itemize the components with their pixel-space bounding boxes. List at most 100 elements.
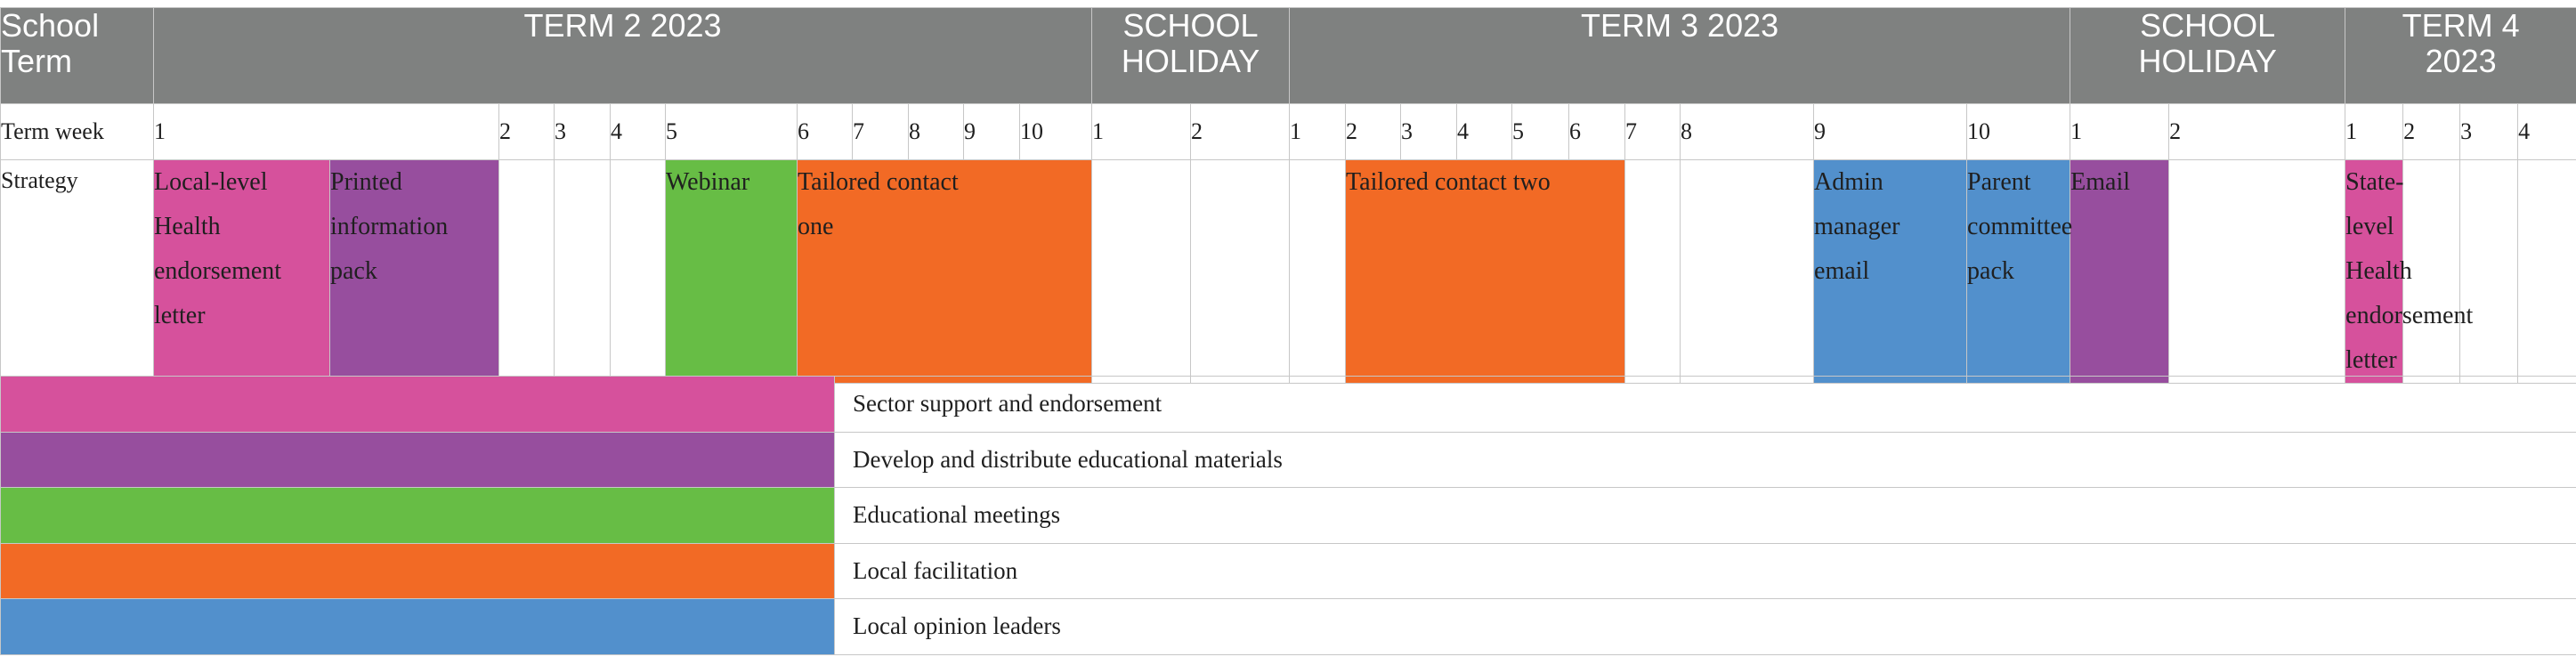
week-cell: 9 xyxy=(1813,103,1968,160)
strategy-text: Printed xyxy=(330,168,402,196)
strategy-parent-committee-pack: Parent committee pack xyxy=(1966,159,2072,384)
week-cell: 2 xyxy=(1345,103,1402,160)
week-cell: 6 xyxy=(797,103,853,160)
empty-cell xyxy=(1680,159,1815,384)
empty-cell xyxy=(2168,159,2346,384)
week-cell: 1 xyxy=(153,103,499,160)
legend-swatch-blue xyxy=(0,598,835,655)
week-cell: 1 xyxy=(1289,103,1347,160)
strategy-text: Health xyxy=(154,213,221,240)
legend-swatch-orange xyxy=(0,542,835,599)
empty-cell xyxy=(554,159,611,384)
holiday1-line1: SCHOOL xyxy=(1122,7,1259,44)
empty-cell xyxy=(1190,159,1291,384)
term4-line2: 2023 xyxy=(2425,43,2497,79)
week-cell: 6 xyxy=(1568,103,1626,160)
week-cell: 5 xyxy=(1511,103,1570,160)
school-term-label-line1: School xyxy=(1,7,100,44)
legend-label: Local facilitation xyxy=(834,542,2576,599)
timeline-table: School Term TERM 2 2023 SCHOOL HOLIDAY TER… xyxy=(0,7,2576,384)
week-cell: 7 xyxy=(852,103,909,160)
legend-label: Local opinion leaders xyxy=(834,598,2576,655)
week-cell: 7 xyxy=(1624,103,1681,160)
week-cell: 10 xyxy=(1966,103,2071,160)
empty-cell xyxy=(498,159,555,384)
week-cell: 1 xyxy=(2345,103,2404,160)
strategy-email: Email xyxy=(2070,159,2170,384)
header-row: School Term TERM 2 2023 SCHOOL HOLIDAY TER… xyxy=(0,7,2576,104)
strategy-text: Tailored contact two xyxy=(1346,168,1551,196)
strategy-admin-manager-email: Admin manager email xyxy=(1813,159,1968,384)
legend-label: Educational meetings xyxy=(834,487,2576,544)
week-cell: 8 xyxy=(908,103,964,160)
legend-swatch-purple xyxy=(0,431,835,488)
holiday2-line1: SCHOOL xyxy=(2140,7,2276,44)
week-cell: 5 xyxy=(665,103,798,160)
week-cell: 3 xyxy=(1400,103,1458,160)
term4-line1: TERM 4 xyxy=(2402,7,2520,44)
strategy-text: information xyxy=(330,213,449,240)
legend-label: Sector support and endorsement xyxy=(834,376,2576,433)
week-cell: 2 xyxy=(498,103,555,160)
empty-cell xyxy=(2517,159,2576,384)
school-holiday-header-2: SCHOOL HOLIDAY xyxy=(2070,7,2346,104)
strategy-text: Health xyxy=(2345,257,2412,285)
week-cell: 3 xyxy=(554,103,611,160)
empty-cell xyxy=(2459,159,2519,384)
week-cell: 4 xyxy=(1456,103,1513,160)
week-cell: 8 xyxy=(1680,103,1815,160)
strategy-local-health-letter: Local-level Health endorsement letter xyxy=(153,159,330,384)
empty-cell xyxy=(1091,159,1192,384)
week-cell: 4 xyxy=(2517,103,2576,160)
strategy-text: letter xyxy=(2345,346,2397,374)
strategy-tailored-contact-one: Tailored contact one xyxy=(796,159,1093,384)
school-holiday-header-1: SCHOOL HOLIDAY xyxy=(1091,7,1291,104)
week-cell: 3 xyxy=(2459,103,2519,160)
week-cell: 2 xyxy=(2402,103,2461,160)
legend-row: Educational meetings xyxy=(0,487,2576,544)
legend-row: Local opinion leaders xyxy=(0,598,2576,655)
empty-cell xyxy=(1289,159,1347,384)
school-term-label: School Term xyxy=(0,7,154,104)
strategy-text: one xyxy=(798,213,834,240)
strategy-text: Email xyxy=(2070,168,2131,196)
term4-header: TERM 4 2023 xyxy=(2345,7,2576,104)
strategy-printed-pack: Printed information pack xyxy=(329,159,499,384)
legend-swatch-green xyxy=(0,487,835,544)
legend-row: Develop and distribute educational mater… xyxy=(0,431,2576,488)
strategy-text: endorsement xyxy=(2345,302,2474,329)
legend-table: Sector support and endorsement Develop a… xyxy=(0,376,2576,655)
school-term-label-line2: Term xyxy=(1,43,72,79)
week-cell: 10 xyxy=(1018,103,1093,160)
strategy-state-health-letter: State-level Health endorsement letter xyxy=(2345,159,2473,384)
week-cell: 2 xyxy=(2168,103,2346,160)
strategy-text: Tailored contact xyxy=(798,168,959,196)
holiday2-line2: HOLIDAY xyxy=(2138,43,2277,79)
term-week-label: Term week xyxy=(0,103,154,160)
legend-row: Local facilitation xyxy=(0,542,2576,599)
legend-label: Develop and distribute educational mater… xyxy=(834,431,2576,488)
strategy-text: email xyxy=(1814,257,1870,285)
week-cell: 4 xyxy=(610,103,666,160)
strategy-webinar: Webinar xyxy=(665,159,798,384)
strategy-tailored-contact-two: Tailored contact two xyxy=(1345,159,1626,384)
term3-header: TERM 3 2023 xyxy=(1289,7,2071,104)
empty-cell xyxy=(2402,159,2461,384)
strategy-text: Webinar xyxy=(666,168,750,196)
strategy-text: endorsement xyxy=(154,257,282,285)
strategy-text: pack xyxy=(1967,257,2014,285)
term-week-row: Term week 1 2 3 4 5 6 7 8 9 10 1 2 1 2 3… xyxy=(0,103,2576,160)
strategy-text: Local-level xyxy=(154,168,268,196)
week-cell: 1 xyxy=(2070,103,2170,160)
week-cell: 1 xyxy=(1091,103,1192,160)
legend-row: Sector support and endorsement xyxy=(0,376,2576,433)
strategy-text: letter xyxy=(154,302,206,329)
strategy-text: pack xyxy=(330,257,377,285)
empty-cell xyxy=(610,159,666,384)
holiday1-line2: HOLIDAY xyxy=(1121,43,1260,79)
strategy-text: Parent xyxy=(1967,168,2031,196)
strategy-text: State-level xyxy=(2345,168,2404,240)
strategy-text: manager xyxy=(1814,213,1900,240)
empty-cell xyxy=(1624,159,1681,384)
week-cell: 2 xyxy=(1190,103,1291,160)
